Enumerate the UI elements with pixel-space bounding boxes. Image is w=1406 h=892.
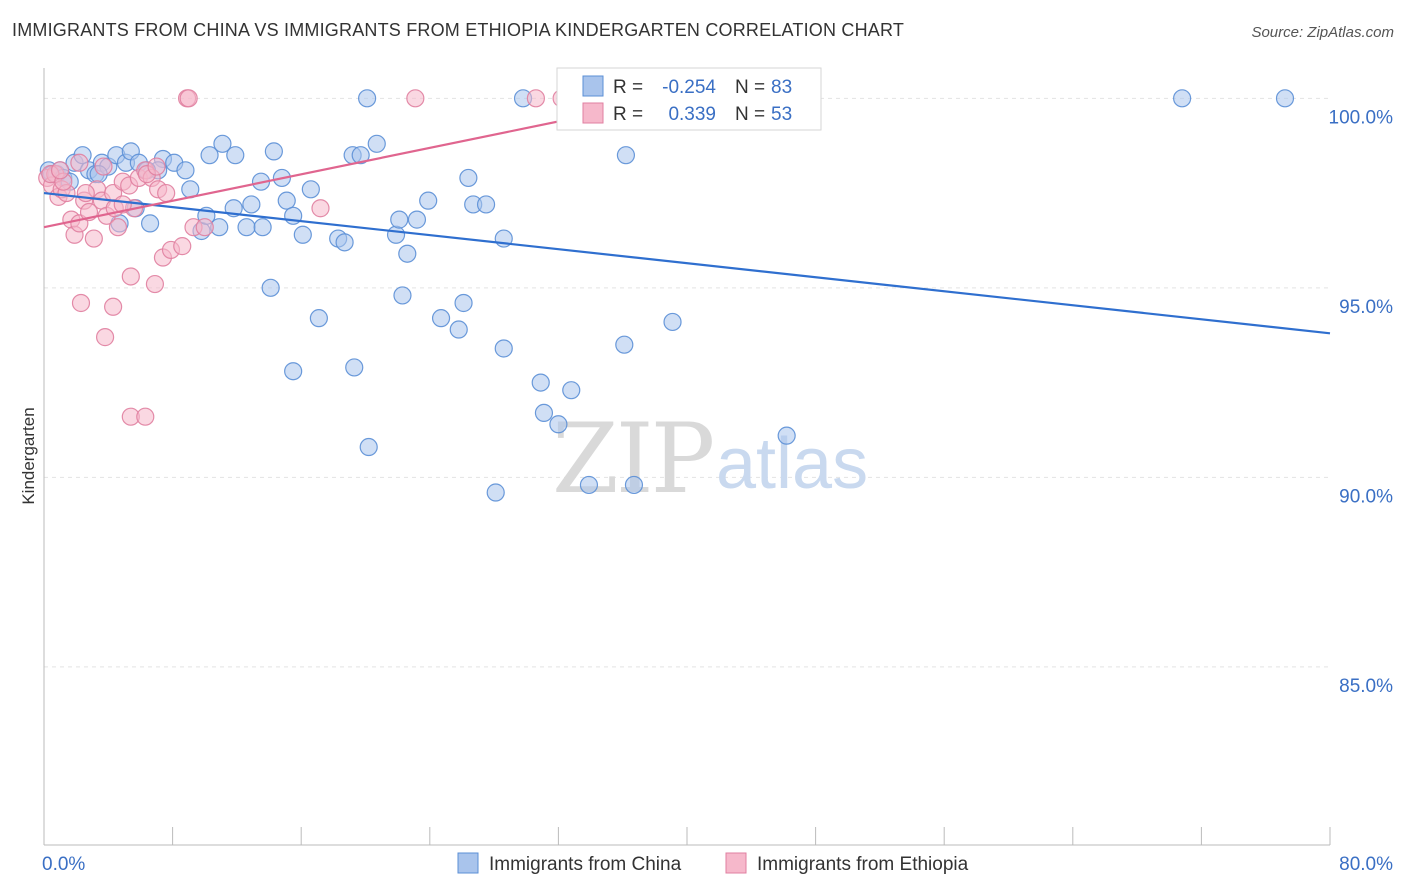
gridlines xyxy=(44,97,1330,668)
china-point xyxy=(242,195,261,214)
china-point xyxy=(449,320,468,339)
ethiopia-point xyxy=(136,407,155,426)
ethiopia-point xyxy=(104,297,123,316)
china-point xyxy=(351,146,370,165)
china-point xyxy=(358,89,377,108)
ethiopia-point xyxy=(70,153,89,172)
ethiopia-point xyxy=(50,161,70,180)
stats-ethiopia-n-value: 53 xyxy=(771,104,792,125)
stats-ethiopia-r-value: 0.339 xyxy=(668,104,716,125)
china-point xyxy=(200,146,219,165)
china-point xyxy=(549,415,568,434)
chart-title: IMMIGRANTS FROM CHINA VS IMMIGRANTS FROM… xyxy=(12,20,905,40)
ethiopia-point xyxy=(406,89,425,108)
china-point xyxy=(253,218,272,237)
china-point xyxy=(476,195,496,214)
y-tick-label-85: 85.0% xyxy=(1339,676,1393,697)
china-point xyxy=(140,214,160,233)
china-point xyxy=(534,403,554,423)
stats-ethiopia-n-label: N = xyxy=(735,104,765,125)
ethiopia-point xyxy=(195,218,214,237)
china-point xyxy=(293,225,312,244)
stats-ethiopia-r-label: R = xyxy=(613,104,643,125)
ethiopia-point xyxy=(157,183,176,203)
ethiopia-point xyxy=(173,237,192,256)
china-point xyxy=(494,339,513,358)
china-point xyxy=(213,134,232,153)
china-point xyxy=(301,180,320,199)
stats-box: R = -0.254 N = 83 R = 0.339 N = 53 xyxy=(556,67,822,131)
ethiopia-point xyxy=(145,274,165,294)
trendline-china xyxy=(43,191,1331,335)
x-tick-label-min: 0.0% xyxy=(42,854,85,875)
x-tick-label-max: 80.0% xyxy=(1339,854,1393,875)
watermark: ZIP atlas xyxy=(552,403,868,515)
china-point xyxy=(284,362,303,381)
stats-china-n-label: N = xyxy=(735,77,765,98)
china-point xyxy=(459,168,478,188)
y-tick-label-100: 100.0% xyxy=(1329,107,1394,128)
china-point xyxy=(277,191,296,210)
source-label: Source: ZipAtlas.com xyxy=(1251,24,1394,41)
y-axis-label: Kindergarten xyxy=(19,407,38,504)
stats-china-r-value: -0.254 xyxy=(662,77,716,98)
china-point xyxy=(579,475,599,495)
ethiopia-point xyxy=(95,328,115,347)
y-tick-labels: 85.0% 90.0% 95.0% 100.0% xyxy=(1329,107,1394,697)
china-point xyxy=(309,309,328,328)
ethiopia-point xyxy=(71,293,91,313)
china-point xyxy=(663,312,682,332)
china-point xyxy=(616,146,636,165)
china-point xyxy=(390,210,409,229)
legend-label-ethiopia[interactable]: Immigrants from Ethiopia xyxy=(757,854,969,875)
china-point xyxy=(407,210,427,229)
china-point xyxy=(237,218,256,237)
china-point xyxy=(176,161,195,180)
china-point xyxy=(777,426,796,445)
ethiopia-point xyxy=(526,89,545,108)
ethiopia-point xyxy=(94,157,113,176)
china-point xyxy=(1275,89,1295,108)
series-ethiopia-points xyxy=(38,89,571,426)
stats-china-r-label: R = xyxy=(613,77,643,98)
china-point xyxy=(335,233,354,252)
china-point xyxy=(386,225,406,244)
china-point xyxy=(261,278,280,297)
ethiopia-point xyxy=(108,218,128,237)
china-point xyxy=(367,134,386,153)
y-tick-label-90: 90.0% xyxy=(1339,486,1393,507)
y-tick-label-95: 95.0% xyxy=(1339,297,1393,318)
china-point xyxy=(393,286,412,305)
x-ticks xyxy=(43,827,1331,845)
china-point xyxy=(1173,89,1192,108)
china-point xyxy=(454,293,473,313)
china-point xyxy=(624,475,644,495)
stats-swatch-china xyxy=(582,75,604,97)
china-point xyxy=(419,191,438,210)
ethiopia-point xyxy=(121,267,140,286)
ethiopia-point xyxy=(179,89,198,108)
watermark-zip: ZIP xyxy=(552,403,713,515)
china-point xyxy=(615,335,634,354)
legend-swatch-ethiopia[interactable] xyxy=(725,852,747,874)
china-point xyxy=(264,142,283,161)
ethiopia-point xyxy=(147,157,166,176)
legend: Immigrants from China Immigrants from Et… xyxy=(457,852,969,875)
ethiopia-point xyxy=(84,229,103,248)
legend-label-china[interactable]: Immigrants from China xyxy=(489,854,682,875)
china-point xyxy=(486,483,505,502)
china-point xyxy=(398,244,417,263)
stats-swatch-ethiopia xyxy=(582,102,604,124)
china-point xyxy=(345,358,364,377)
china-point xyxy=(562,381,581,400)
legend-swatch-china[interactable] xyxy=(457,852,479,874)
stats-china-n-value: 83 xyxy=(771,77,792,98)
china-point xyxy=(226,146,245,165)
china-point xyxy=(431,309,451,328)
china-point xyxy=(531,373,550,392)
ethiopia-point xyxy=(311,199,330,218)
china-point xyxy=(359,437,378,457)
